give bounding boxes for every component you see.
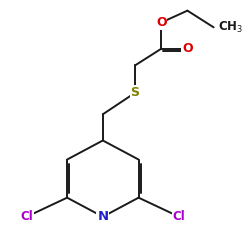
Text: CH$_3$: CH$_3$ (218, 20, 244, 35)
Text: O: O (182, 42, 193, 55)
Text: O: O (156, 16, 166, 29)
Text: Cl: Cl (173, 210, 186, 223)
Text: S: S (130, 86, 140, 99)
Text: Cl: Cl (20, 210, 33, 223)
Text: N: N (97, 210, 108, 223)
